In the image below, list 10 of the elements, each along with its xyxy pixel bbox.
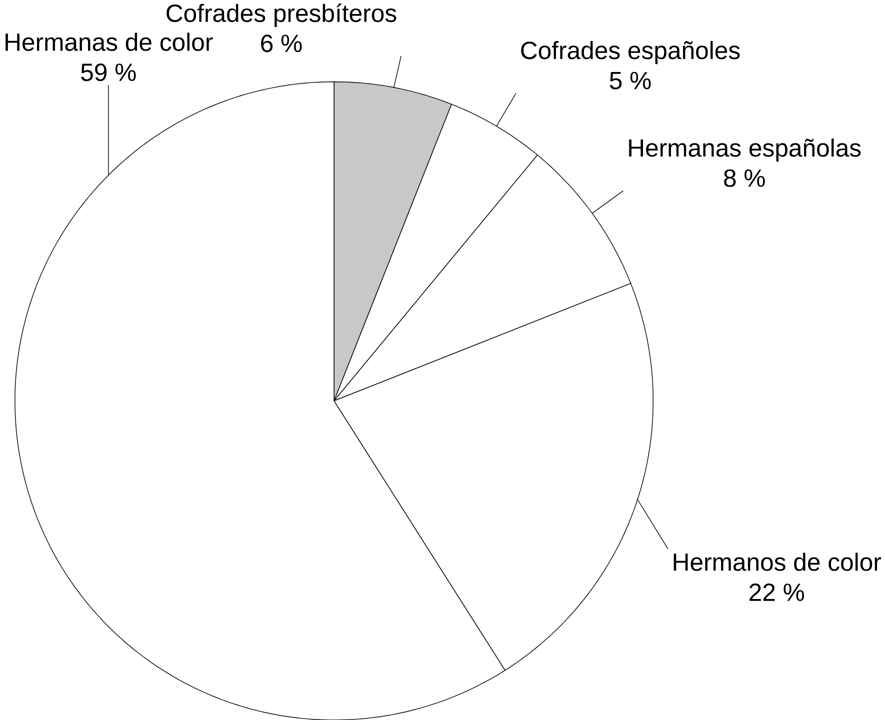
slice-label: Cofrades españoles (521, 40, 740, 64)
data-label: 22 % (750, 583, 804, 601)
data-label: 5 % (610, 72, 651, 90)
slice-label: Hermanas de color (6, 32, 213, 51)
data-label: 8 % (724, 169, 765, 187)
slice-label: Cofrades presbíteros (166, 3, 396, 27)
slice-label: Hermanos de color (674, 552, 882, 571)
slice-label: Hermanas españolas (629, 138, 861, 162)
data-label: 59 % (81, 63, 136, 81)
data-label: 6 % (261, 34, 302, 52)
